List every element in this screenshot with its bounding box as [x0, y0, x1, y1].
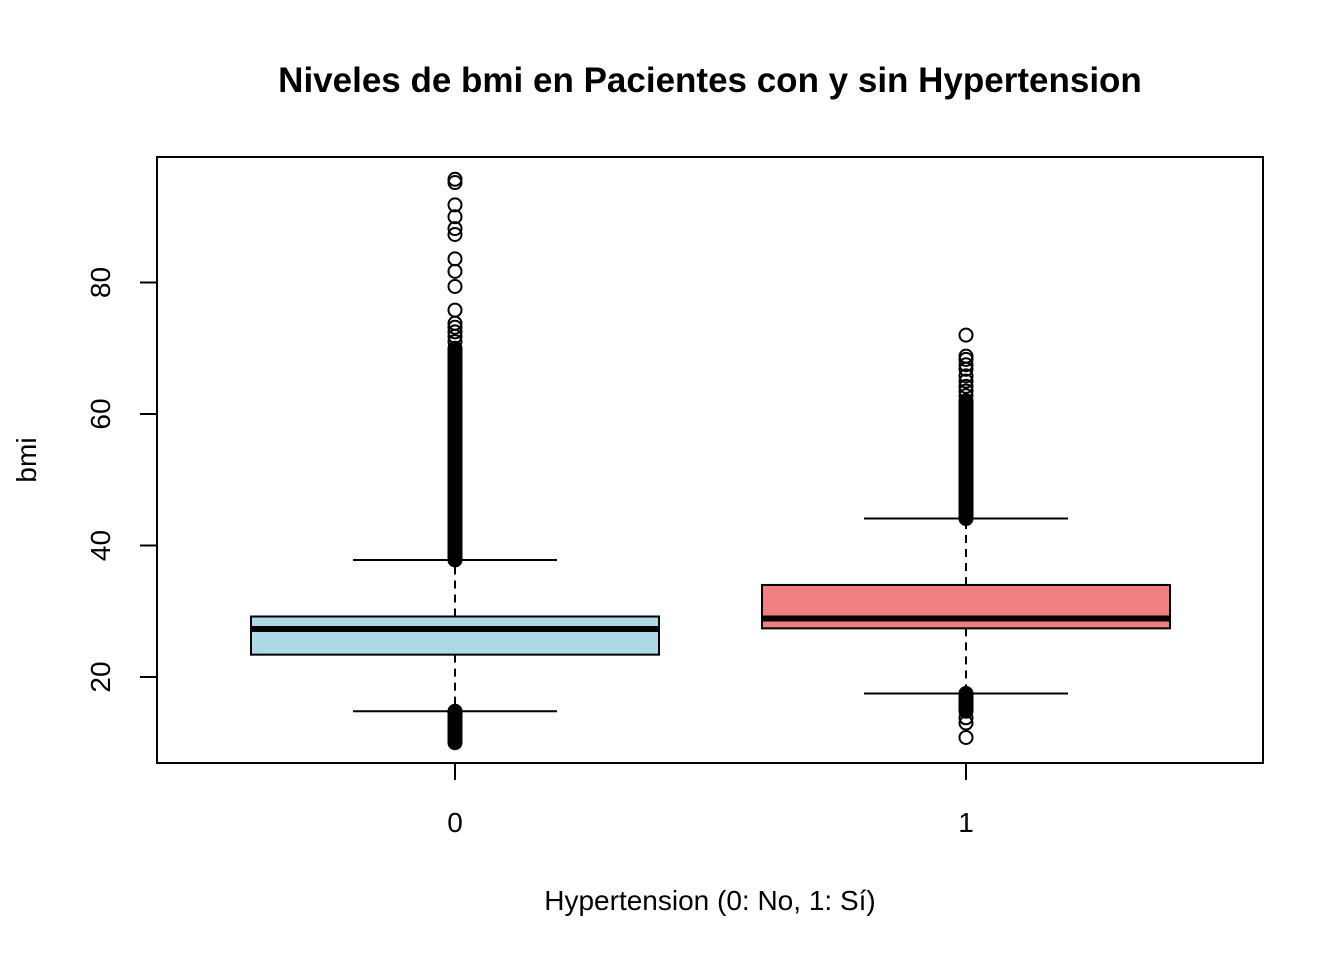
outlier-point [958, 715, 974, 731]
chart-title: Niveles de bmi en Pacientes con y sin Hy… [278, 61, 1142, 100]
outlier-point [958, 348, 974, 364]
outlier-point [958, 729, 974, 745]
outlier-point [958, 327, 974, 343]
x-tick-label: 0 [447, 807, 463, 838]
y-tick-label: 80 [85, 267, 116, 298]
outlier-point [447, 319, 463, 335]
outlier-point [447, 227, 463, 243]
outlier-point [958, 357, 974, 373]
outlier-point [447, 251, 463, 267]
outlier-point [447, 278, 463, 294]
outlier-point [447, 703, 463, 719]
outlier-point [447, 209, 463, 225]
outlier-point [958, 378, 974, 394]
outlier-point [447, 171, 463, 187]
box-group-1 [761, 327, 1171, 745]
y-axis: 20 40 60 80 [85, 267, 158, 693]
box-iqr [250, 615, 660, 656]
outlier-point [958, 373, 974, 389]
outlier-point [447, 302, 463, 318]
outlier-point [958, 685, 974, 701]
outlier-point [958, 393, 974, 409]
x-axis-label: Hypertension (0: No, 1: Sí) [544, 885, 875, 916]
box-iqr [761, 583, 1171, 630]
outlier-point [958, 710, 974, 726]
outlier-point [447, 334, 463, 350]
box-group-0 [250, 171, 660, 751]
y-tick-label: 40 [85, 530, 116, 561]
outlier-point [447, 221, 463, 237]
x-tick-label: 1 [958, 807, 974, 838]
outlier-point [958, 368, 974, 384]
outlier-point [958, 388, 974, 404]
y-tick-label: 60 [85, 398, 116, 429]
outlier-point [447, 324, 463, 340]
outlier-point [958, 383, 974, 399]
y-tick-label: 20 [85, 661, 116, 692]
outlier-point [447, 340, 463, 356]
plot-frame [156, 156, 1264, 764]
outlier-point [447, 263, 463, 279]
outlier-point [447, 197, 463, 213]
y-axis-label: bmi [11, 437, 42, 482]
